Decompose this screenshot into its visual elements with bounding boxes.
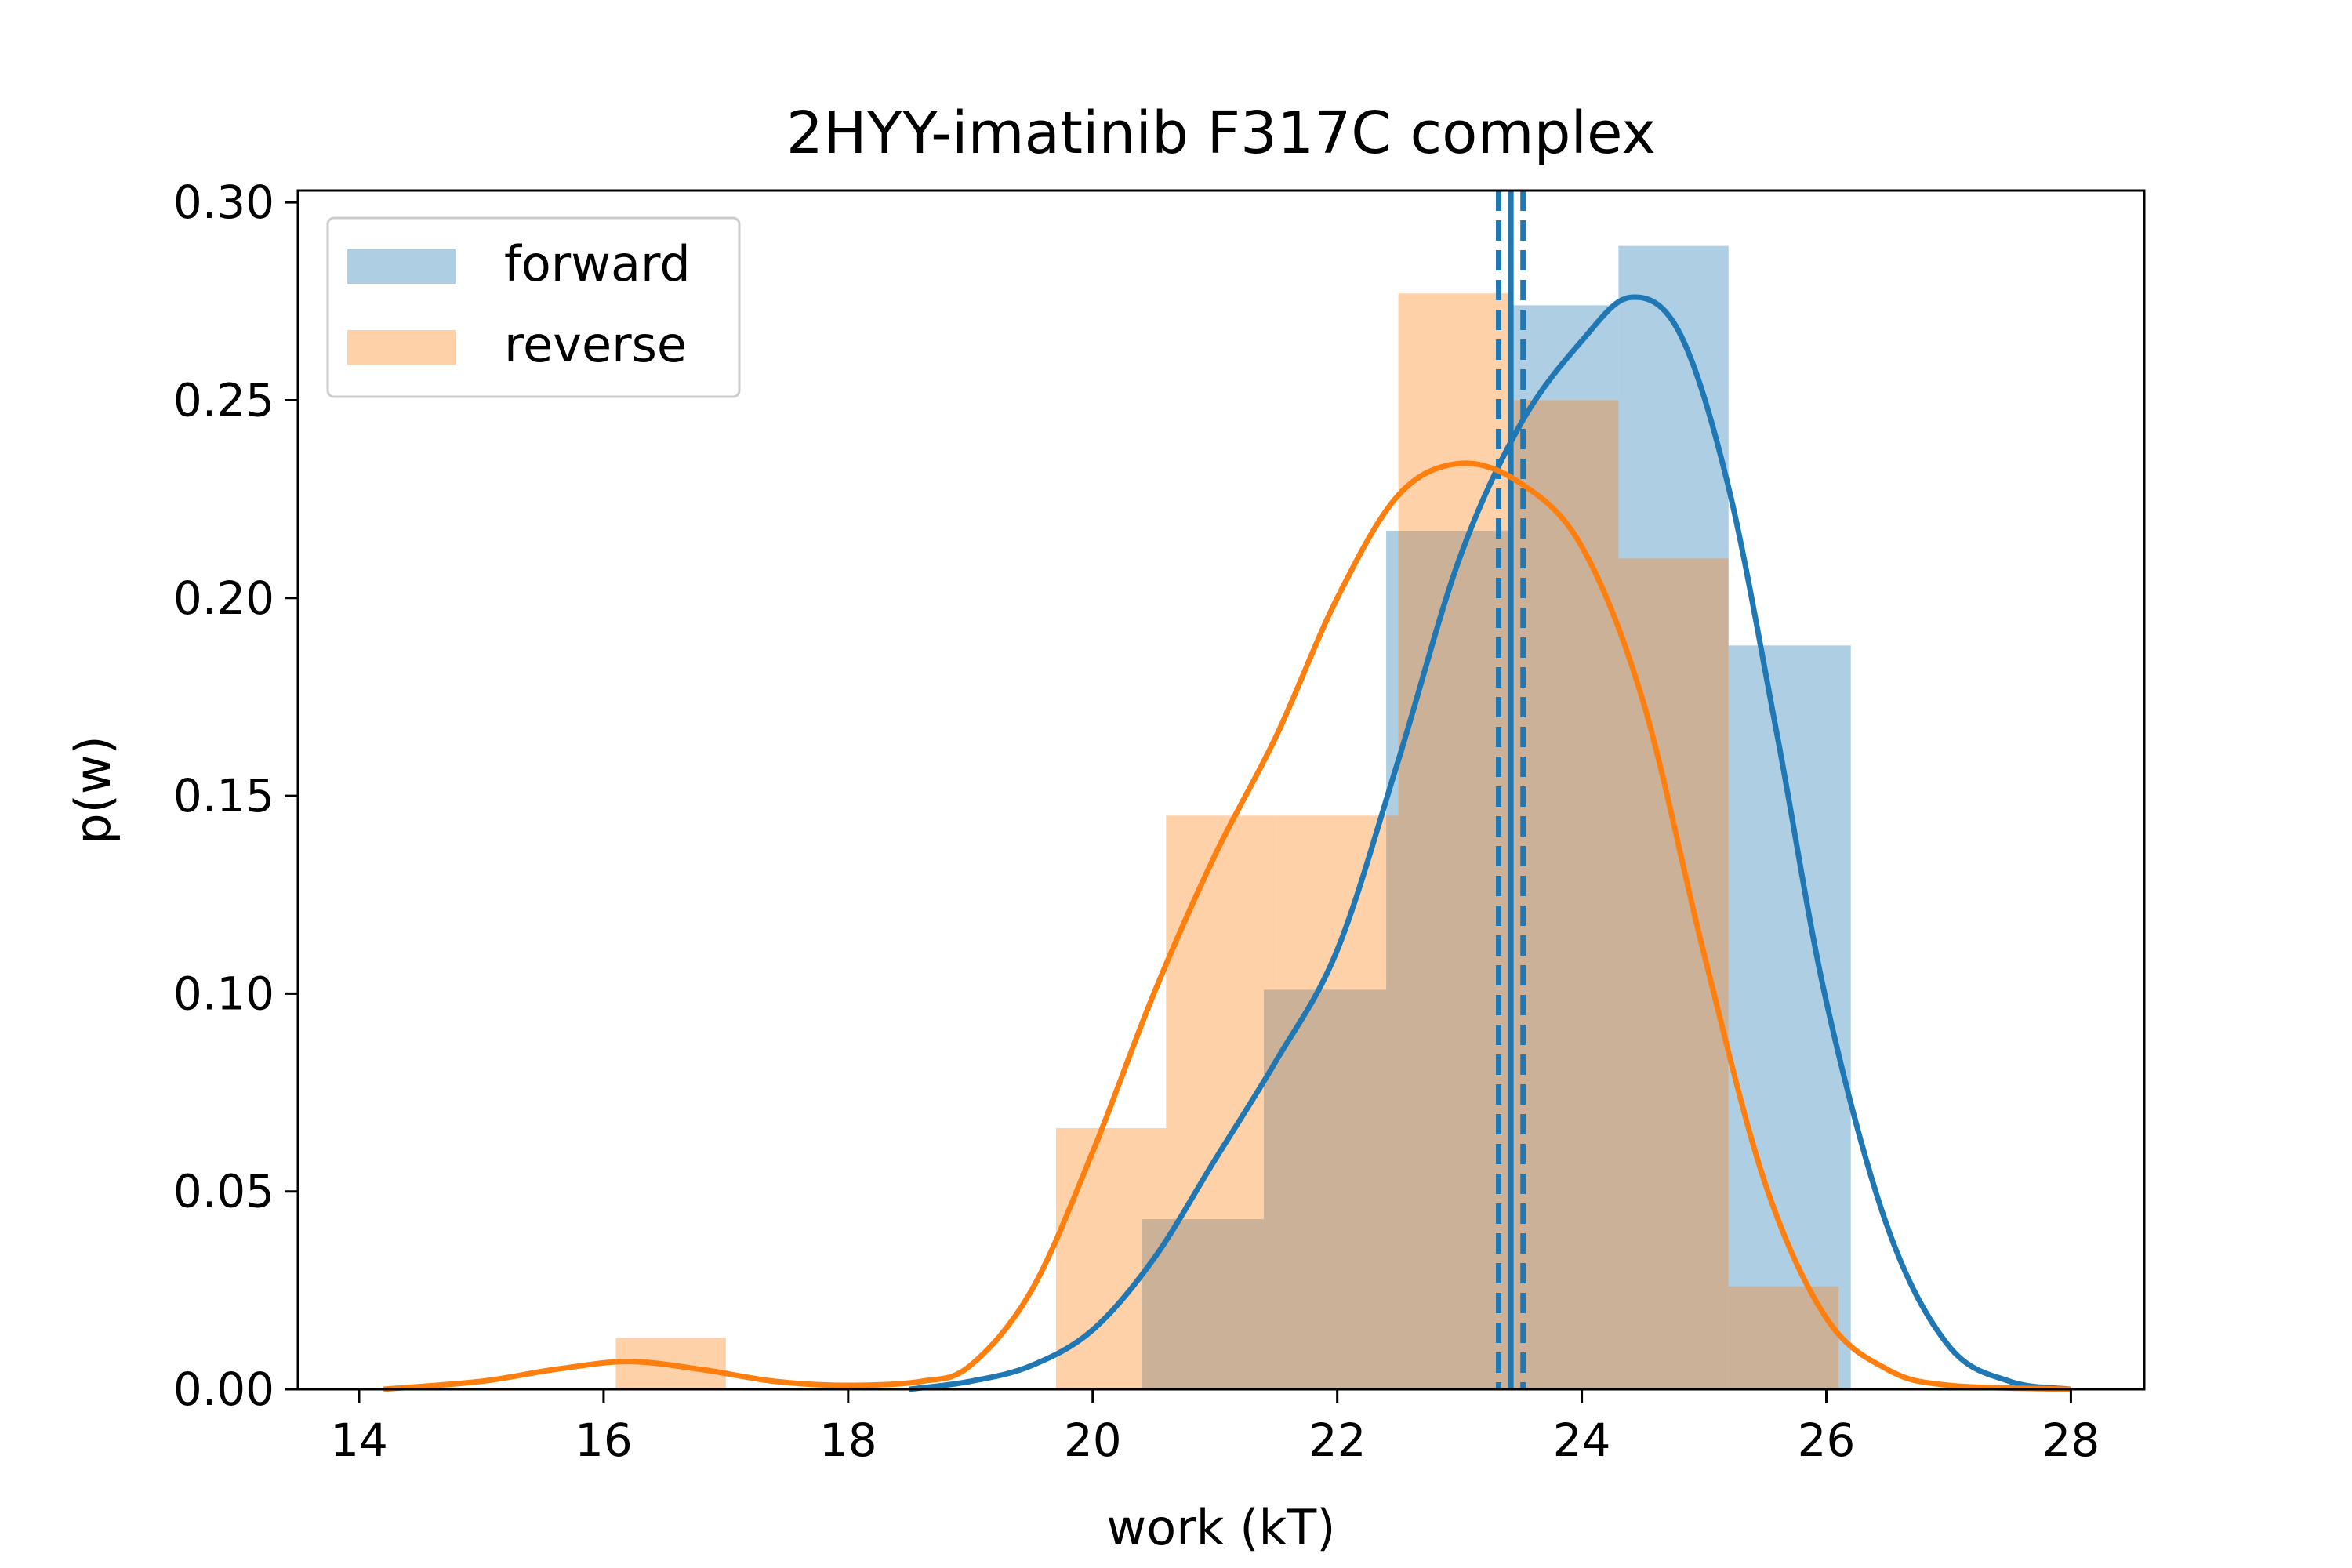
reverse-bar-1 bbox=[1055, 1127, 1167, 1389]
x-tick-label: 18 bbox=[819, 1414, 877, 1467]
x-tick-label: 22 bbox=[1308, 1414, 1367, 1467]
y-tick-label: 0.25 bbox=[173, 373, 274, 426]
reverse-bar-7 bbox=[1728, 1286, 1839, 1389]
forward-legend-swatch bbox=[347, 249, 456, 284]
reverse-bar-5 bbox=[1508, 400, 1619, 1389]
forward-bar-2 bbox=[1386, 530, 1509, 1389]
reverse-legend-swatch bbox=[347, 330, 456, 365]
legend: forward reverse bbox=[326, 216, 741, 398]
axis-ticks: 14 16 18 20 22 24 26 28 0.00 0.05 0.10 0.15 0.20 0.25… bbox=[173, 176, 2100, 1467]
forward-legend-label: forward bbox=[504, 235, 691, 292]
plot-frame bbox=[296, 189, 2146, 1391]
y-tick-label: 0.10 bbox=[173, 967, 274, 1020]
y-axis-label: p(w) bbox=[64, 735, 122, 844]
x-tick-label: 26 bbox=[1798, 1414, 1856, 1467]
reverse-legend-label: reverse bbox=[504, 316, 687, 373]
y-tick-label: 0.05 bbox=[173, 1165, 274, 1218]
y-tick-label: 0.30 bbox=[173, 176, 274, 229]
reverse-bar-4 bbox=[1398, 293, 1509, 1390]
y-tick-label: 0.15 bbox=[173, 769, 274, 822]
y-tick-label: 0.20 bbox=[173, 572, 274, 625]
kde-lines bbox=[383, 191, 2071, 1392]
x-tick-label: 20 bbox=[1064, 1414, 1122, 1467]
reverse-bar-2 bbox=[1166, 815, 1276, 1389]
legend-box bbox=[326, 216, 741, 398]
chart-title: 2HYY-imatinib F317C complex bbox=[786, 100, 1656, 167]
x-tick-label: 24 bbox=[1553, 1414, 1611, 1467]
x-tick-label: 28 bbox=[2042, 1414, 2100, 1467]
reverse-kde-line bbox=[383, 460, 2071, 1392]
x-tick-label: 16 bbox=[575, 1414, 633, 1467]
histogram-bars bbox=[615, 245, 1851, 1390]
forward-kde-line bbox=[909, 294, 2071, 1392]
forward-bar-1 bbox=[1264, 989, 1387, 1389]
y-tick-label: 0.00 bbox=[173, 1363, 274, 1416]
x-tick-label: 14 bbox=[330, 1414, 388, 1467]
x-axis-label: work (kT) bbox=[1107, 1499, 1336, 1556]
reverse-bar-3 bbox=[1276, 815, 1399, 1389]
